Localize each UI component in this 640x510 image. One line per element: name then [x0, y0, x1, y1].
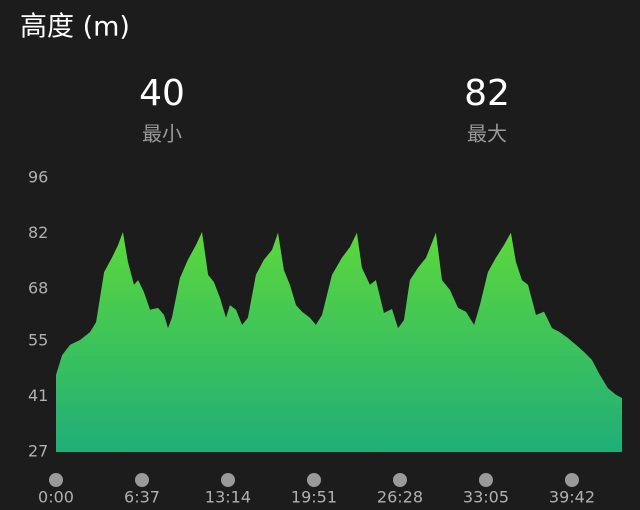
- y-tick-label: 41: [28, 386, 48, 405]
- x-tick-label: 19:51: [291, 488, 337, 507]
- x-tick-label: 39:42: [549, 488, 595, 507]
- x-tick-mark: [134, 473, 149, 487]
- x-tick-label: 26:28: [377, 488, 423, 507]
- x-tick-mark: [478, 473, 493, 487]
- stat-label: 最大: [467, 122, 507, 146]
- x-tick-mark: [564, 473, 579, 487]
- x-tick-mark: [392, 473, 407, 487]
- x-tick-label: 0:00: [38, 488, 74, 507]
- stat-label: 最小: [142, 122, 182, 146]
- y-tick-label: 96: [28, 168, 48, 187]
- x-tick-label: 13:14: [205, 488, 251, 507]
- stat-value: 82: [464, 73, 510, 114]
- x-tick-mark: [306, 473, 321, 487]
- x-tick-label: 6:37: [124, 488, 160, 507]
- x-tick-mark: [49, 473, 63, 487]
- y-tick-label: 68: [28, 279, 48, 298]
- y-tick-label: 27: [28, 442, 48, 461]
- chart-title: 高度 (m): [20, 12, 130, 43]
- y-tick-label: 55: [28, 330, 48, 349]
- x-tick-mark: [220, 473, 235, 487]
- elevation-area: [56, 232, 622, 452]
- stat-value: 40: [139, 73, 185, 114]
- y-tick-label: 82: [28, 223, 48, 242]
- x-tick-label: 33:05: [463, 488, 509, 507]
